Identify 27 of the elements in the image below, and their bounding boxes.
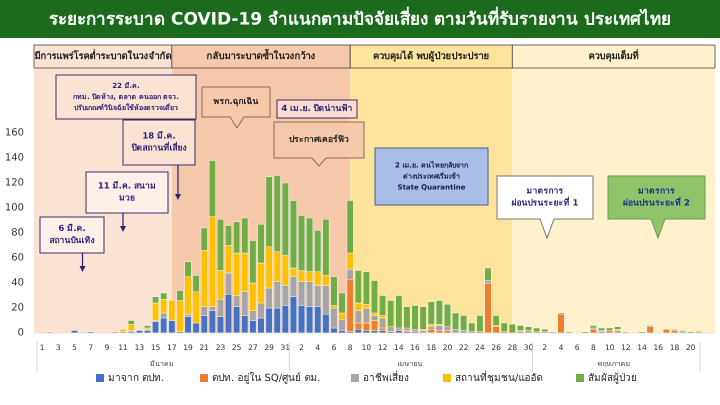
y-tick-label: 140 <box>4 152 24 164</box>
y-tick-label: 120 <box>4 178 24 189</box>
band-label: ควบคุมได้ พบผู้ป่วยประปราย <box>373 50 490 64</box>
annotation: 6 มี.ค. สถานบันเทิง <box>50 223 94 246</box>
y-tick-label: 20 <box>11 302 24 314</box>
legend-label: ตปท. อยู่ใน SQ/ศูนย์ ตม. <box>212 372 320 384</box>
annotation: มาตรการ ผ่อนปรนระยะที่ 1 <box>512 186 579 209</box>
chart-title: ระยะการระบาด COVID-19 จำแนกตามปัจจัยเสี่ยง ตามวันที่รับรายงาน ประเทศไทย <box>49 6 671 30</box>
y-tick-label: 0 <box>18 328 24 339</box>
annotation: ประกาศเคอร์ฟิว <box>289 134 349 146</box>
band-label: มีการแพร่โรคต่ำระบาดในวงจำกัด <box>34 48 172 62</box>
text: พรก.ฉุกเฉิน <box>213 96 259 108</box>
y-tick-label: 160 <box>4 128 24 139</box>
y-tick-label: 100 <box>4 202 24 214</box>
band-label: กลับมาระบาดซ้ำในวงกว้าง <box>206 48 316 62</box>
legend-label: อาชีพเสี่ยง <box>363 370 409 384</box>
text: 4 เม.ย. ปิดน่านฟ้า <box>281 103 353 114</box>
legend-label: สถานที่ชุมชน/แออัด <box>455 370 542 384</box>
y-tick-label: 80 <box>11 228 24 239</box>
annotation: มาตรการ ผ่อนปรนระยะที่ 2 <box>623 186 690 209</box>
legend-label: สัมผัสผู้ป่วย <box>588 372 637 384</box>
annotation: 11 มี.ค. สนาม มวย <box>98 180 156 204</box>
y-tick-label: 40 <box>11 278 24 289</box>
band-label: ควบคุมเต็มที่ <box>588 48 639 62</box>
annotation: 18 มี.ค. ปิดสถานที่เสี่ยง <box>132 130 186 154</box>
legend-label: มาจาก ตปท. <box>108 373 164 384</box>
y-tick-label: 60 <box>11 252 24 264</box>
